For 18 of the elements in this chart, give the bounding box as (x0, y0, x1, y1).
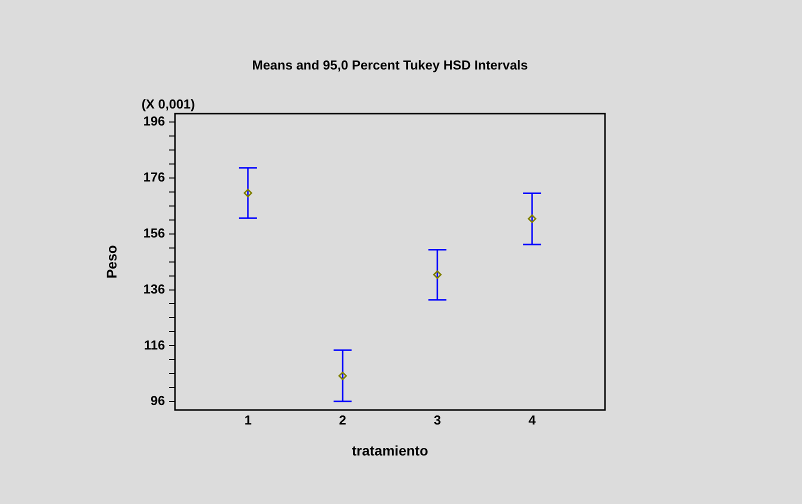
point (244, 188, 252, 198)
y-tick-label: 156 (143, 225, 165, 240)
x-tick-label: 1 (244, 412, 252, 428)
y-tick-label: 136 (143, 281, 165, 296)
y-tick-label: 176 (143, 169, 165, 184)
x-tick-label: 2 (339, 412, 346, 428)
point (433, 270, 442, 279)
x-tick-label: 4 (528, 412, 536, 428)
y-tick-label: 96 (150, 393, 165, 408)
x-axis-title: tratamiento (352, 442, 428, 458)
point (338, 372, 347, 380)
y-tick-label: 196 (143, 114, 165, 129)
text: (X 0,001) (142, 96, 195, 112)
x-tick-label: 3 (434, 412, 441, 428)
point (528, 214, 536, 223)
chart-title: Means and 95,0 Percent Tukey HSD Intervals (252, 57, 528, 72)
y-axis-title: Peso (103, 245, 120, 279)
y-tick-label: 116 (144, 337, 165, 352)
